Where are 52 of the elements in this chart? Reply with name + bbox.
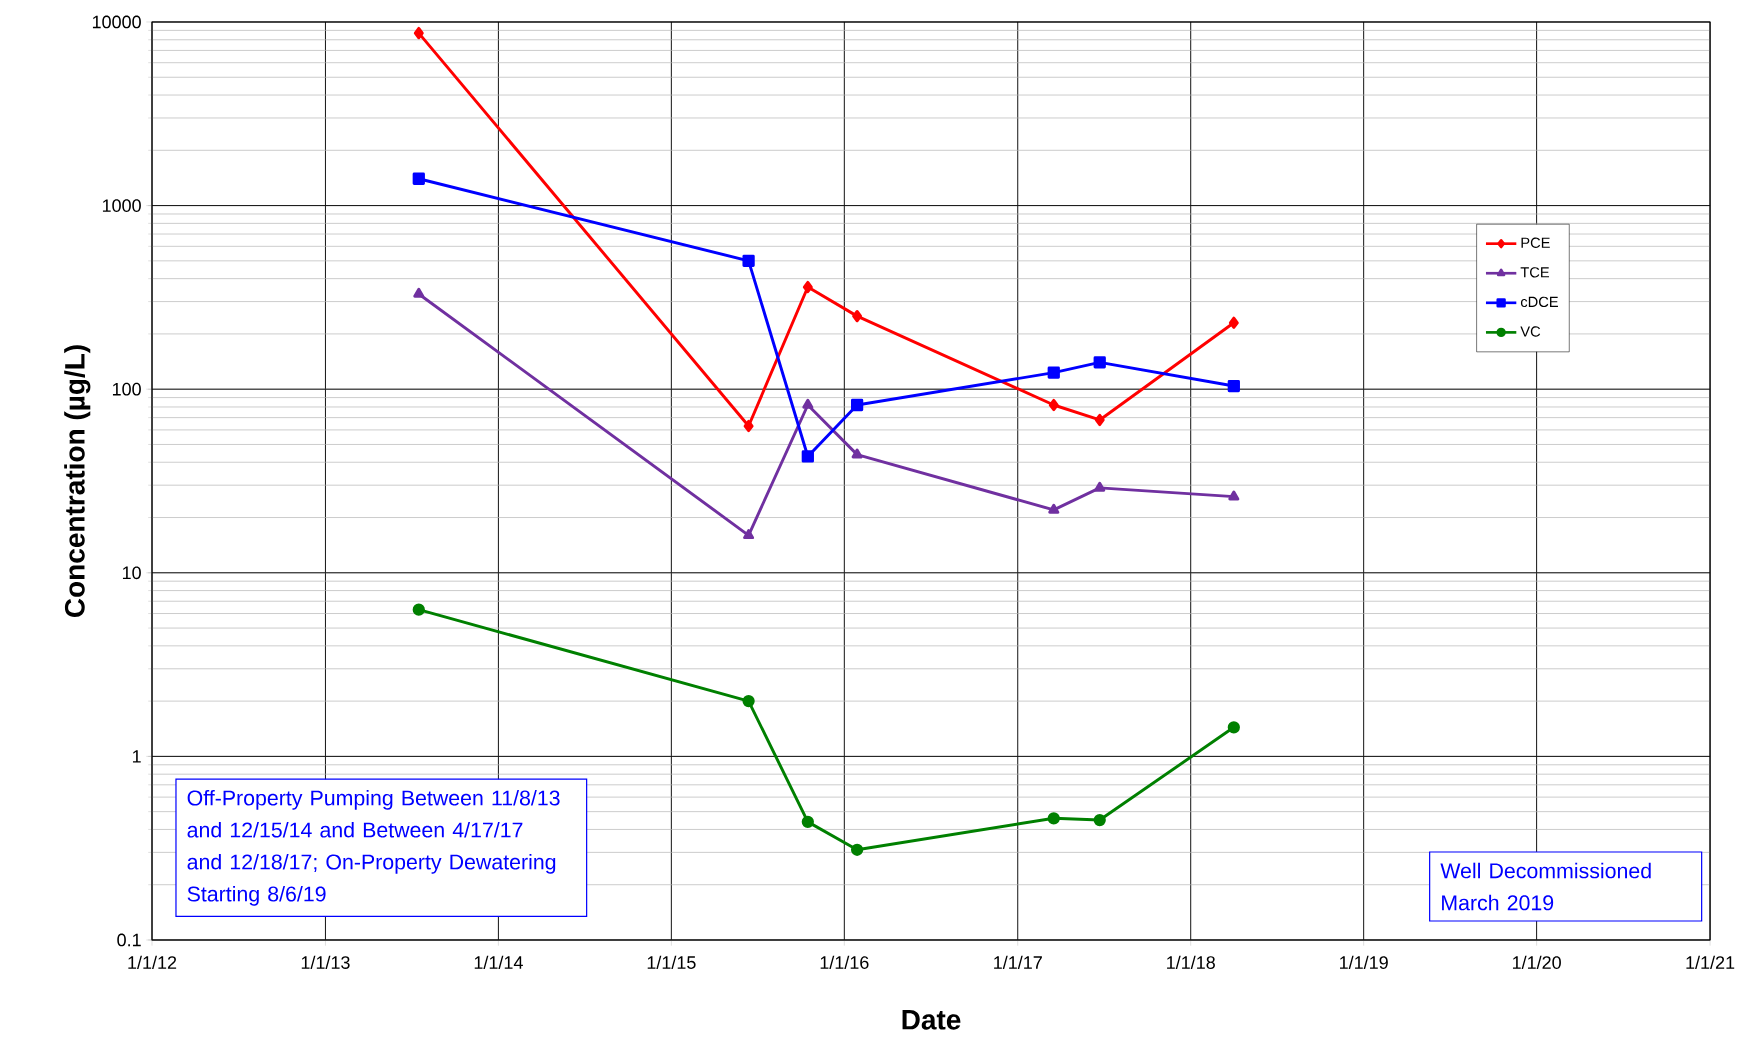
y-tick-label: 10 xyxy=(122,566,141,580)
point xyxy=(413,26,424,40)
point xyxy=(1048,503,1060,514)
point xyxy=(1228,490,1240,501)
point xyxy=(802,280,813,294)
x-tick-label: 1/1/17 xyxy=(994,955,1042,969)
x-tick-label: 1/1/21 xyxy=(1686,955,1735,969)
point xyxy=(1227,721,1240,734)
point xyxy=(1093,813,1106,827)
point xyxy=(1094,481,1106,492)
point xyxy=(743,529,755,540)
y-tick-label: 0.1 xyxy=(117,933,141,947)
y-tick-label: 10000 xyxy=(92,15,141,29)
legend-label: PCE xyxy=(1521,237,1550,248)
legend-label: VC xyxy=(1520,326,1541,337)
point xyxy=(742,694,755,708)
annotation: Off-Property Pumping Between 11/8/13 and 12/15/14 and Between 4/17/17 and 12/18/17; On-Property Dewatering Starting 8/6/19 xyxy=(187,789,560,906)
x-axis-title: Date xyxy=(902,1010,961,1030)
point xyxy=(851,448,863,459)
x-tick-label: 1/1/12 xyxy=(128,955,177,969)
point xyxy=(1228,316,1239,329)
x-tick-label: 1/1/15 xyxy=(647,955,696,969)
point xyxy=(802,398,814,409)
x-tick-label: 1/1/16 xyxy=(820,955,869,969)
point xyxy=(1048,398,1059,412)
y-tick-label: 100 xyxy=(112,382,141,396)
point xyxy=(852,309,863,323)
x-tick-label: 1/1/14 xyxy=(474,955,523,969)
point xyxy=(801,450,814,463)
x-tick-label: 1/1/20 xyxy=(1512,955,1561,969)
legend-label: cDCE xyxy=(1520,296,1558,308)
annotation: Well Decommissioned March 2019 xyxy=(1440,862,1651,911)
point xyxy=(801,815,814,828)
point xyxy=(850,843,864,856)
point xyxy=(412,603,425,616)
legend-label: TCE xyxy=(1520,267,1549,278)
x-tick-label: 1/1/13 xyxy=(301,955,350,969)
point xyxy=(1227,379,1240,393)
x-tick-label: 1/1/19 xyxy=(1340,955,1388,969)
point xyxy=(742,254,755,267)
point xyxy=(412,172,425,185)
point xyxy=(1094,413,1105,427)
point xyxy=(1093,356,1106,369)
y-axis-title: Concentration (µg/L) xyxy=(64,345,91,617)
y-tick-label: 1000 xyxy=(102,199,141,212)
point xyxy=(1047,812,1060,825)
y-tick-label: 1 xyxy=(132,750,141,763)
point xyxy=(413,287,425,298)
point xyxy=(850,398,864,412)
point xyxy=(743,419,754,433)
point xyxy=(1047,366,1060,379)
x-tick-label: 1/1/18 xyxy=(1167,955,1215,969)
